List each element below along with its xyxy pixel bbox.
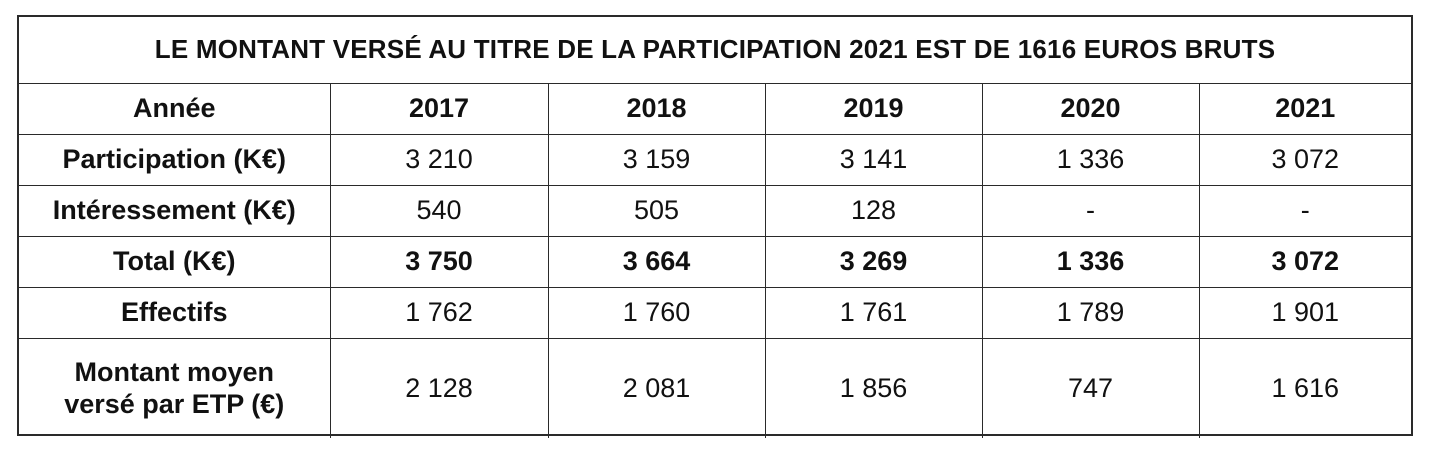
table-title-row: LE MONTANT VERSÉ AU TITRE DE LA PARTICIP…	[19, 17, 1412, 84]
row-label-interessement: Intéressement (K€)	[19, 184, 331, 237]
cell-participation-2021: 3 072	[1198, 133, 1412, 186]
cell-interessement-2021: -	[1198, 184, 1412, 237]
table-row-participation: Participation (K€) 3 210 3 159 3 141 1 3…	[19, 133, 1412, 186]
participation-table: LE MONTANT VERSÉ AU TITRE DE LA PARTICIP…	[19, 17, 1412, 438]
cell-effectifs-2019: 1 761	[764, 286, 983, 339]
header-year-2021: 2021	[1198, 82, 1412, 135]
cell-montant-moyen-2019: 1 856	[764, 337, 983, 438]
cell-interessement-2018: 505	[547, 184, 766, 237]
cell-effectifs-2021: 1 901	[1198, 286, 1412, 339]
table-row-total: Total (K€) 3 750 3 664 3 269 1 336 3 072	[19, 235, 1412, 288]
cell-montant-moyen-2017: 2 128	[329, 337, 549, 438]
table-row-effectifs: Effectifs 1 762 1 760 1 761 1 789 1 901	[19, 286, 1412, 339]
row-label-effectifs: Effectifs	[19, 286, 331, 339]
cell-effectifs-2017: 1 762	[329, 286, 549, 339]
cell-total-2017: 3 750	[329, 235, 549, 288]
cell-montant-moyen-2021: 1 616	[1198, 337, 1412, 438]
cell-participation-2019: 3 141	[764, 133, 983, 186]
cell-participation-2017: 3 210	[329, 133, 549, 186]
row-label-montant-moyen: Montant moyen versé par ETP (€)	[19, 337, 331, 438]
cell-participation-2018: 3 159	[547, 133, 766, 186]
header-year-2018: 2018	[547, 82, 766, 135]
header-year-2020: 2020	[981, 82, 1200, 135]
cell-interessement-2020: -	[981, 184, 1200, 237]
table-header-row: Année 2017 2018 2019 2020 2021	[19, 82, 1412, 135]
row-label-montant-moyen-line1: Montant moyen	[74, 356, 275, 387]
cell-montant-moyen-2020: 747	[981, 337, 1200, 438]
cell-total-2019: 3 269	[764, 235, 983, 288]
table-title: LE MONTANT VERSÉ AU TITRE DE LA PARTICIP…	[19, 17, 1412, 84]
table-row-interessement: Intéressement (K€) 540 505 128 - -	[19, 184, 1412, 237]
cell-montant-moyen-2018: 2 081	[547, 337, 766, 438]
table-row-montant-moyen: Montant moyen versé par ETP (€) 2 128 2 …	[19, 337, 1412, 438]
cell-total-2021: 3 072	[1198, 235, 1412, 288]
cell-participation-2020: 1 336	[981, 133, 1200, 186]
cell-total-2020: 1 336	[981, 235, 1200, 288]
header-year-label: Année	[19, 82, 331, 135]
cell-total-2018: 3 664	[547, 235, 766, 288]
row-label-montant-moyen-line2: versé par ETP (€)	[64, 389, 285, 420]
cell-interessement-2017: 540	[329, 184, 549, 237]
header-year-2017: 2017	[329, 82, 549, 135]
header-year-2019: 2019	[764, 82, 983, 135]
participation-table-frame: LE MONTANT VERSÉ AU TITRE DE LA PARTICIP…	[17, 15, 1413, 438]
row-label-participation: Participation (K€)	[19, 133, 331, 186]
cell-effectifs-2018: 1 760	[547, 286, 766, 339]
cell-effectifs-2020: 1 789	[981, 286, 1200, 339]
row-label-total: Total (K€)	[19, 235, 331, 288]
cell-interessement-2019: 128	[764, 184, 983, 237]
